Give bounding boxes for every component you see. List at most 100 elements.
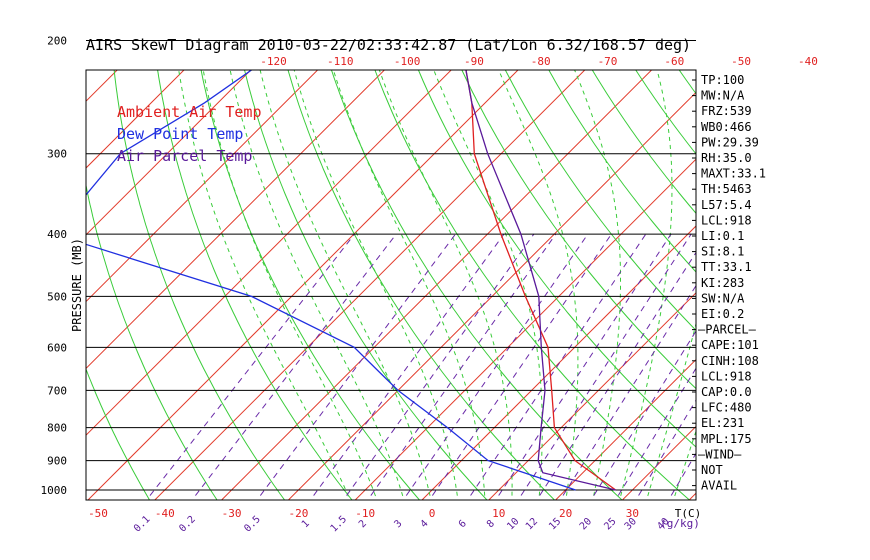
dry-adiabat-line — [849, 65, 870, 505]
index-entry: MW:N/A — [701, 89, 745, 103]
isotherm-line — [154, 70, 586, 500]
isotherm-line — [554, 358, 696, 500]
dry-adiabat-line — [806, 65, 870, 505]
dry-adiabat-line — [86, 367, 151, 500]
index-entry: CINH:108 — [701, 354, 759, 368]
pressure-tick-label: 700 — [47, 384, 67, 397]
moist-adiabat-line — [259, 70, 432, 500]
mixing-ratio-label: 0.1 — [132, 514, 153, 535]
mixing-ratio-label: 25 — [602, 516, 618, 532]
mixing-ratio-label: 6 — [457, 518, 469, 530]
index-entry: AVAIL — [701, 479, 737, 493]
top-temp-tick-label: -110 — [327, 55, 354, 68]
index-entry: CAPE:101 — [701, 338, 759, 352]
dry-adiabat-line — [374, 70, 691, 500]
mixing-ratio-label: 0.5 — [242, 514, 263, 535]
plot-frame — [85, 69, 697, 501]
dry-adiabat-line — [200, 70, 421, 500]
moist-adiabat-line — [433, 70, 543, 500]
dry-adiabat-line — [244, 70, 488, 500]
mixing-ratio-label: 3 — [393, 518, 405, 530]
mixing-ratio-line — [498, 233, 672, 496]
index-entry: EI:0.2 — [701, 307, 744, 321]
isotherm-line — [421, 225, 696, 500]
profile-air-parcel-temp — [465, 70, 616, 491]
index-entry: CAP:0.0 — [701, 385, 752, 399]
index-entry: LCL:918 — [701, 213, 752, 227]
mixing-ratio-label: 12 — [524, 516, 540, 532]
moist-adiabat-line — [202, 70, 378, 500]
index-entry: TT:33.1 — [701, 260, 752, 274]
index-entry: SW:N/A — [701, 291, 745, 305]
index-entry: MPL:175 — [701, 432, 752, 446]
index-entry: FRZ:539 — [701, 104, 752, 118]
moist-adiabat-line — [229, 70, 405, 500]
bottom-temp-tick-label: -30 — [222, 507, 242, 520]
series-layer — [86, 70, 617, 491]
mixing-ratio-line — [149, 233, 355, 496]
bottom-temp-tick-label: 10 — [492, 507, 505, 520]
bottom-temp-tick-label: -20 — [288, 507, 308, 520]
index-entry: WB0:466 — [701, 120, 752, 134]
mixing-ratio-line — [431, 233, 612, 496]
mixing-ratio-label: 4 — [419, 518, 431, 530]
mixing-ratio-line — [520, 233, 692, 496]
pressure-tick-label: 200 — [47, 34, 67, 47]
moist-adiabat-line — [293, 70, 459, 500]
dry-adiabat-line — [0, 65, 17, 505]
pressure-tick-label: 800 — [47, 422, 67, 435]
moist-adiabat-line — [332, 70, 486, 500]
pressure-tick-label: 300 — [47, 148, 67, 161]
mixing-ratio-line — [562, 284, 696, 496]
index-entry: TH:5463 — [701, 182, 752, 196]
index-entry: MAXT:33.1 — [701, 167, 766, 181]
mixing-ratio-line — [370, 233, 557, 496]
bottom-temp-tick-label: -40 — [155, 507, 175, 520]
index-entry: PW:29.39 — [701, 135, 759, 149]
dry-adiabat-line — [548, 70, 696, 273]
pressure-tick-label: 400 — [47, 228, 67, 241]
frame-layer — [85, 69, 697, 501]
top-temp-tick-label: -60 — [664, 55, 684, 68]
legend: Ambient Air Temp Dew Point Temp Air Parcel… — [117, 103, 262, 165]
isotherm-line — [220, 70, 653, 500]
top-temp-tick-label: -70 — [598, 55, 618, 68]
grid-layer — [0, 0, 870, 505]
dry-adiabat-line — [287, 70, 556, 500]
isotherm-line — [354, 158, 696, 500]
chart-title: AIRS SkewT Diagram 2010-03-22/02:33:42.8… — [86, 36, 691, 54]
mixing-ratio-label: 1.5 — [329, 514, 350, 535]
dry-adiabat-line — [113, 70, 286, 500]
top-temp-tick-label: -40 — [798, 55, 818, 68]
label-layer: 1002003004005006007008009001000PRESSURE … — [41, 34, 818, 535]
moist-adiabat-line — [378, 70, 513, 500]
dry-adiabat-line — [86, 182, 218, 500]
index-entry: —PARCEL— — [698, 323, 757, 337]
dry-adiabat-line — [762, 65, 870, 505]
index-entry: L57:5.4 — [701, 198, 752, 212]
isotherm-line — [86, 70, 452, 436]
top-temp-tick-label: -100 — [394, 55, 421, 68]
isotherm-line — [86, 70, 319, 303]
legend-entry: Ambient Air Temp — [117, 103, 262, 121]
top-temp-tick-label: -90 — [464, 55, 484, 68]
pressure-tick-label: 600 — [47, 341, 67, 354]
index-entry: NOT — [701, 463, 723, 477]
moist-adiabat-line — [619, 70, 673, 500]
isotherm-line — [86, 70, 386, 370]
y-axis-label: PRESSURE (MB) — [70, 238, 84, 332]
mixing-ratio-line — [470, 233, 647, 496]
dry-adiabat-line — [417, 70, 696, 448]
legend-entry: Dew Point Temp — [117, 125, 243, 143]
mixing-ratio-line — [313, 233, 505, 496]
index-entry: LCL:918 — [701, 369, 752, 383]
bottom-temp-tick-label: -50 — [88, 507, 108, 520]
isotherm-line — [752, 0, 870, 504]
index-entry: KI:283 — [701, 276, 744, 290]
mixing-ratio-line — [195, 233, 397, 496]
index-entry: RH:35.0 — [701, 151, 752, 165]
mixing-ratio-label: 0.2 — [177, 514, 198, 535]
top-temp-tick-label: -50 — [731, 55, 751, 68]
mixing-ratio-label: 20 — [578, 516, 594, 532]
